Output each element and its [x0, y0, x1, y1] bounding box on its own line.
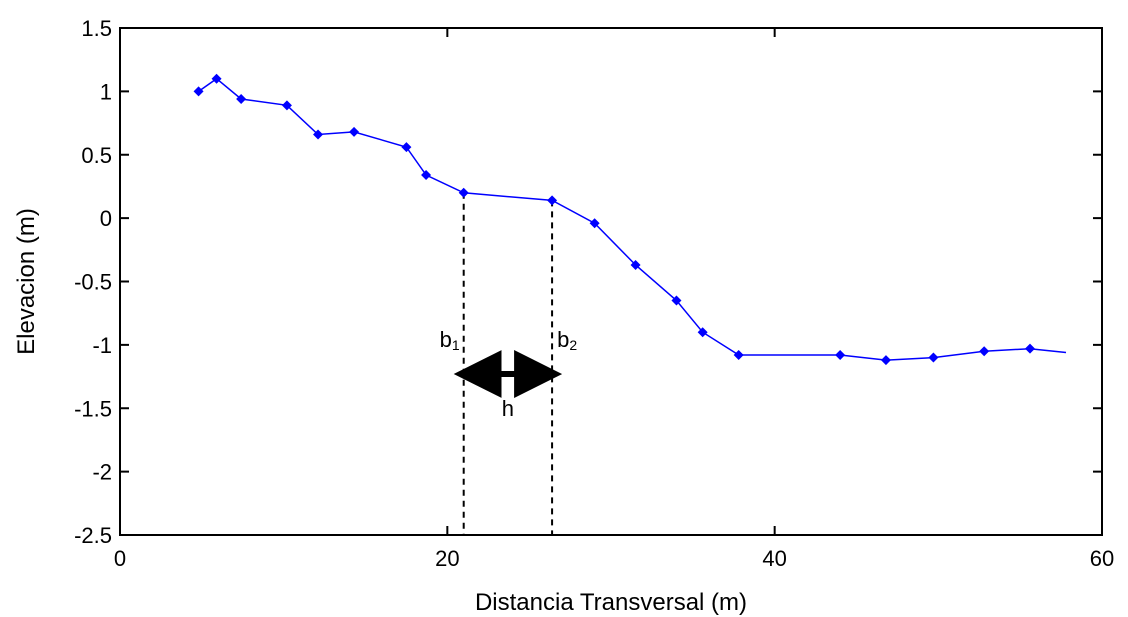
x-tick-label: 60 [1090, 546, 1114, 571]
y-tick-label: 1 [100, 79, 112, 104]
data-point [979, 346, 990, 357]
series-layer [193, 73, 1067, 366]
y-tick-label: 0.5 [81, 143, 112, 168]
y-axis-label: Elevacion (m) [13, 208, 40, 355]
y-tick-label: -0.5 [74, 270, 112, 295]
data-point [458, 187, 469, 198]
data-point [880, 355, 891, 366]
data-point [835, 350, 846, 361]
y-tick-label: 0 [100, 206, 112, 231]
x-tick-label: 0 [114, 546, 126, 571]
data-point [697, 327, 708, 338]
data-point [671, 295, 682, 306]
data-point [313, 129, 324, 140]
b2-label: b2 [557, 327, 577, 353]
data-point [547, 195, 558, 206]
x-tick-label: 40 [762, 546, 786, 571]
data-point [421, 170, 432, 181]
x-axis-label: Distancia Transversal (m) [475, 589, 747, 616]
x-tick-label: 20 [435, 546, 459, 571]
y-tick-label: -2.5 [74, 523, 112, 548]
data-point [236, 93, 247, 104]
data-point [349, 126, 360, 137]
data-point [401, 142, 412, 153]
annotations: b1 b2 h [440, 192, 577, 535]
data-point [733, 350, 744, 361]
y-tick-label: -1 [92, 333, 112, 358]
data-point [1024, 343, 1035, 354]
y-tick-label: -2 [92, 460, 112, 485]
data-point [589, 218, 600, 229]
data-point [193, 86, 204, 97]
b1-label: b1 [440, 327, 460, 353]
data-point [211, 73, 222, 84]
elevation-line [198, 77, 1067, 361]
data-point [928, 352, 939, 363]
y-tick-label: -1.5 [74, 396, 112, 421]
plot-frame [119, 27, 1103, 536]
data-point [281, 100, 292, 111]
data-point [630, 260, 641, 271]
y-tick-label: 1.5 [81, 16, 112, 41]
h-label: h [502, 396, 514, 421]
axis-ticks: 1.510.50-0.5-1-1.5-2-2.50 20 40 60 [74, 16, 1114, 571]
